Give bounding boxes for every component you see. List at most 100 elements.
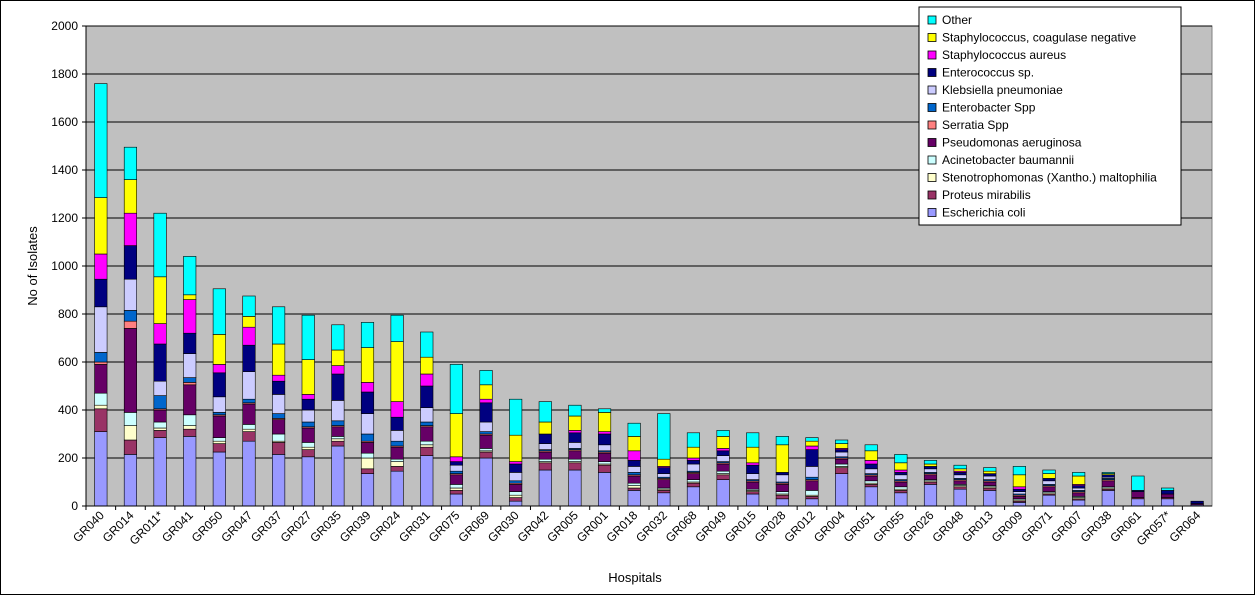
bar-segment [479, 384, 493, 400]
bar-segment [686, 486, 701, 507]
bar-segment [894, 486, 908, 490]
bar-segment [835, 443, 849, 449]
bar-segment [597, 464, 612, 473]
bar-segment [953, 488, 967, 507]
legend-label: Staphylococcus aureus [942, 48, 1066, 62]
bar-segment [212, 364, 226, 374]
bar-segment [1012, 502, 1026, 507]
bar-segment [805, 445, 819, 450]
bar-segment [775, 494, 789, 500]
bar-segment [331, 426, 345, 437]
bar-segment [953, 480, 967, 485]
legend-label: Other [942, 13, 972, 27]
bar-segment [1042, 494, 1056, 507]
bar-segment [183, 377, 197, 383]
bar-segment [568, 404, 582, 417]
bar-segment [1012, 474, 1026, 488]
bar-segment [360, 457, 375, 470]
bar-segment [538, 451, 552, 460]
bar-segment [568, 458, 582, 462]
bar-segment [301, 409, 315, 423]
bar-segment [123, 328, 137, 413]
bar-segment [983, 481, 997, 486]
bar-segment [983, 473, 997, 477]
bar-segment [597, 412, 612, 432]
legend-label: Proteus mirabilis [942, 188, 1031, 202]
y-tick-label: 800 [58, 307, 78, 321]
bar-segment [331, 400, 345, 422]
bar-segment [597, 452, 612, 462]
bar-segment [183, 353, 197, 378]
bar-segment [183, 382, 197, 386]
legend-swatch [927, 85, 937, 95]
bar-segment [864, 468, 878, 474]
bar-segment [509, 491, 523, 496]
bar-segment [509, 463, 523, 473]
bar-segment [1042, 478, 1056, 482]
bar-segment [775, 491, 789, 495]
bar-segment [509, 484, 523, 492]
bar-segment [1131, 475, 1145, 491]
bar-segment [1072, 499, 1086, 507]
bar-segment [390, 314, 404, 342]
bar-segment [479, 434, 493, 449]
bar-segment [331, 420, 345, 426]
bar-segment [1131, 491, 1145, 498]
bar-segment [94, 392, 108, 406]
bar-segment [716, 430, 730, 437]
bar-segment [509, 497, 523, 502]
bar-segment [360, 322, 375, 348]
bar-segment [479, 398, 493, 404]
bar-segment [94, 83, 108, 198]
bar-segment [183, 428, 197, 437]
bar-segment [657, 458, 671, 467]
bar-segment [538, 458, 552, 462]
bar-segment [449, 490, 463, 495]
bar-segment [775, 472, 789, 476]
bar-segment [420, 356, 434, 375]
bar-segment [242, 326, 256, 346]
bar-segment [212, 451, 226, 507]
bar-segment [390, 470, 404, 507]
bar-segment [390, 446, 404, 460]
bar-segment [627, 475, 641, 484]
bar-segment [1012, 466, 1026, 476]
bar-segment [123, 278, 137, 311]
bar-segment [390, 440, 404, 447]
bar-segment [272, 380, 286, 395]
bar-segment [301, 446, 315, 450]
bar-segment [479, 448, 493, 452]
bar-segment [331, 440, 345, 447]
bar-segment [894, 472, 908, 476]
bar-segment [420, 385, 434, 408]
bar-segment [835, 463, 849, 467]
bar-segment [183, 256, 197, 296]
bar-segment [627, 482, 641, 486]
bar-segment [94, 197, 108, 255]
bar-segment [953, 464, 967, 470]
bar-segment [301, 456, 315, 507]
bar-segment [775, 484, 789, 492]
bar-segment [360, 391, 375, 414]
bar-segment [864, 484, 878, 488]
bar-segment [331, 324, 345, 351]
bar-segment [775, 436, 789, 446]
bar-segment [716, 470, 730, 474]
bar-segment [153, 276, 167, 324]
bar-segment [597, 444, 612, 452]
bar-segment [183, 294, 197, 300]
bar-segment [509, 461, 523, 465]
bar-segment [864, 463, 878, 470]
legend-swatch [927, 173, 937, 182]
bar-segment [212, 415, 226, 438]
bar-segment [716, 474, 730, 480]
bar-segment [1042, 469, 1056, 474]
y-axis-title: No of Isolates [25, 226, 40, 306]
bar-segment [1072, 485, 1086, 489]
bar-segment [627, 485, 641, 489]
bar-segment [686, 473, 701, 480]
bar-segment [775, 498, 789, 507]
legend-swatch [927, 15, 937, 25]
bar-segment [597, 461, 612, 465]
bar-segment [242, 428, 256, 432]
